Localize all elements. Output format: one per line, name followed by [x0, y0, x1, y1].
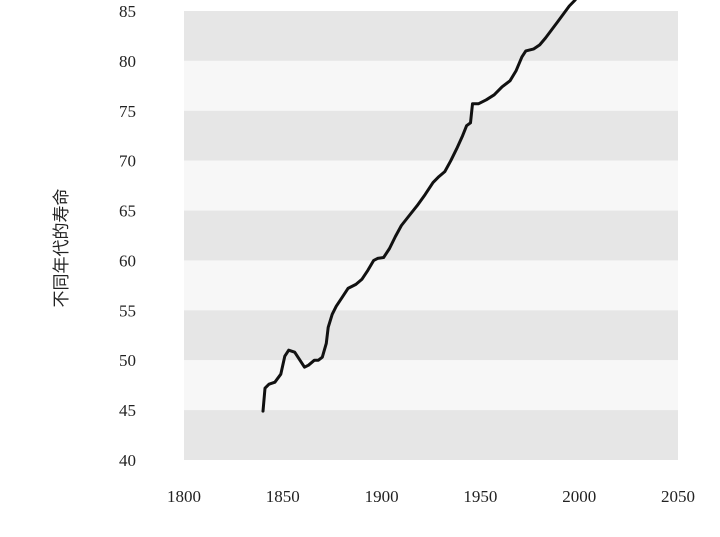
y-tick-label: 55: [119, 301, 136, 320]
y-tick-label: 50: [119, 351, 136, 370]
y-tick-label: 65: [119, 202, 136, 221]
background-bands: [184, 11, 678, 460]
x-tick-label: 1950: [463, 487, 497, 506]
background-band: [184, 110, 678, 161]
background-band: [184, 60, 678, 111]
y-axis-ticks: 40 45 50 55 60 65 70 75 80 85: [119, 2, 136, 470]
x-tick-label: 2000: [562, 487, 596, 506]
y-axis-label: 不同年代的寿命: [52, 189, 72, 308]
x-tick-label: 1800: [167, 487, 201, 506]
background-band: [184, 310, 678, 361]
background-band: [184, 11, 678, 61]
y-tick-label: 70: [119, 152, 136, 171]
y-tick-label: 75: [119, 102, 136, 121]
x-tick-label: 2050: [661, 487, 695, 506]
y-tick-label: 60: [119, 251, 136, 270]
background-band: [184, 360, 678, 411]
y-tick-label: 45: [119, 401, 136, 420]
y-tick-label: 85: [119, 2, 136, 21]
life-expectancy-line: [261, 0, 577, 413]
x-axis-ticks: 1800 1850 1900 1950 2000 2050: [167, 487, 695, 506]
x-tick-label: 1900: [365, 487, 399, 506]
background-band: [184, 210, 678, 261]
y-tick-label: 80: [119, 52, 136, 71]
x-tick-label: 1850: [266, 487, 300, 506]
y-tick-label: 40: [119, 451, 136, 470]
background-band: [184, 410, 678, 460]
background-band: [184, 260, 678, 311]
